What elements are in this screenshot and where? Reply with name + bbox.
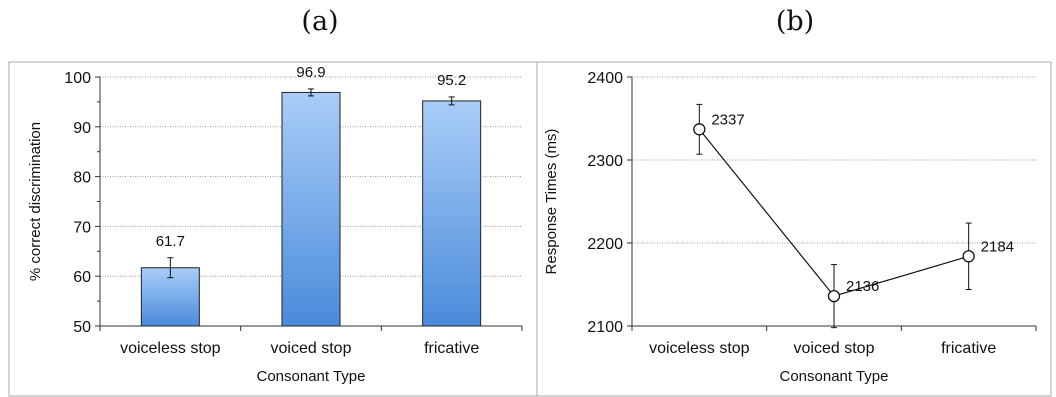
chart-a-ytick-label: 100 <box>64 70 91 87</box>
chart-a-ytick-label: 90 <box>73 120 91 137</box>
chart-a-category-label: voiced stop <box>271 340 352 357</box>
chart-b-point <box>827 289 841 303</box>
chart-a-bar <box>422 100 482 327</box>
panel-label-a: (a) <box>301 6 339 37</box>
chart-a-data-label: 95.2 <box>437 72 466 89</box>
chart-a-data-label: 61.7 <box>156 233 185 250</box>
chart-b-ytick-label: 2200 <box>587 236 623 253</box>
chart-b-data-label: 2337 <box>711 111 744 128</box>
chart-b-point <box>962 250 975 263</box>
chart-b-point <box>693 123 706 136</box>
chart-a-ytick-label: 60 <box>73 269 91 286</box>
chart-b-ytick-label: 2400 <box>587 70 623 87</box>
chart-a: 50 60 70 80 90 100 61.7 96.9 95.2 voiceless stop v… <box>27 64 523 385</box>
chart-b-category-label: voiceless stop <box>649 340 750 357</box>
chart-b: 2100 2200 2300 2400 2337 2136 2184 voiceless st… <box>543 70 1037 385</box>
chart-b-data-label: 2184 <box>981 238 1014 255</box>
chart-b-y-axis-title: Response Times (ms) <box>543 129 560 275</box>
chart-b-data-label: 2136 <box>846 278 879 295</box>
chart-a-x-axis-title: Consonant Type <box>257 368 366 385</box>
chart-b-x-axis-title: Consonant Type <box>780 368 889 385</box>
chart-a-ytick-label: 50 <box>73 319 91 336</box>
chart-b-ytick-label: 2100 <box>587 319 623 336</box>
chart-b-category-label: voiced stop <box>794 340 875 357</box>
panel-label-b: (b) <box>775 6 815 37</box>
chart-b-category-label: fricative <box>941 340 996 357</box>
chart-a-bar <box>281 91 341 327</box>
chart-b-ytick-label: 2300 <box>587 153 623 170</box>
chart-a-ytick-label: 80 <box>73 170 91 187</box>
chart-a-category-label: fricative <box>424 340 479 357</box>
chart-a-y-axis-title: % correct discrimination <box>27 122 44 281</box>
chart-b-frame <box>536 61 1052 397</box>
chart-a-category-label: voiceless stop <box>120 340 221 357</box>
chart-a-ytick-label: 70 <box>73 219 91 236</box>
chart-a-data-label: 96.9 <box>296 64 325 81</box>
